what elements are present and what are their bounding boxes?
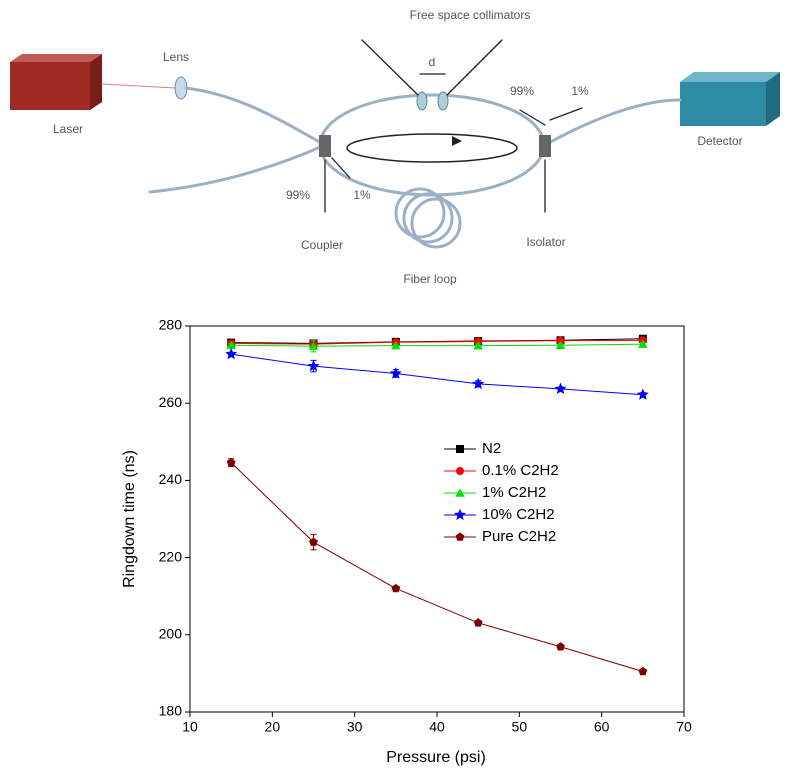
x-tick-label: 20 [265, 719, 281, 735]
laser-side [90, 54, 102, 110]
x-tick-label: 30 [347, 719, 363, 735]
circulation-head [452, 136, 462, 146]
label: Detector [697, 134, 742, 148]
marker [391, 368, 401, 377]
marker [455, 510, 465, 519]
arrow [447, 40, 502, 95]
series-line [231, 340, 643, 344]
label: 1% [353, 188, 371, 202]
setup-diagram: Free space collimators d Lens Laser 99% … [10, 8, 780, 286]
marker [557, 643, 565, 650]
x-tick-label: 40 [429, 719, 445, 735]
marker [639, 667, 647, 674]
y-axis-label: Ringdown time (ns) [121, 450, 138, 588]
label: Laser [53, 122, 83, 136]
x-tick-label: 70 [676, 719, 692, 735]
y-tick-label: 180 [159, 703, 183, 719]
laser-box [10, 62, 90, 110]
plot-frame [190, 326, 684, 712]
marker [309, 361, 319, 370]
legend-label: 0.1% C2H2 [482, 462, 559, 479]
arrow [362, 40, 418, 95]
series-line [231, 354, 643, 395]
label: Isolator [526, 235, 565, 249]
coupler [319, 135, 331, 157]
series-line [231, 463, 643, 672]
page: Free space collimators d Lens Laser 99% … [0, 0, 787, 774]
legend-label: N2 [482, 440, 501, 457]
x-axis-label: Pressure (psi) [386, 749, 486, 766]
y-tick-label: 240 [159, 471, 183, 487]
marker [556, 384, 566, 393]
x-tick-label: 50 [512, 719, 528, 735]
label: 99% [510, 84, 534, 98]
label: d [429, 55, 436, 69]
marker [392, 584, 400, 591]
input-fiber [186, 88, 325, 145]
label: 1% [571, 84, 589, 98]
legend-label: Pure C2H2 [482, 528, 556, 545]
fibers [150, 88, 680, 247]
y-tick-label: 220 [159, 548, 183, 564]
laser-top [10, 54, 102, 62]
marker [457, 446, 464, 453]
label: Fiber loop [403, 272, 457, 286]
laser-beam [102, 84, 176, 88]
label: Free space collimators [410, 8, 531, 22]
circulation-arrow [347, 134, 517, 162]
arrow [550, 108, 582, 120]
label: 99% [286, 188, 310, 202]
label: Coupler [301, 238, 343, 252]
y-tick-label: 280 [159, 317, 183, 333]
marker [227, 459, 235, 466]
x-tick-label: 10 [182, 719, 198, 735]
x-tick-label: 60 [594, 719, 610, 735]
y-tick-label: 260 [159, 394, 183, 410]
isolator [539, 135, 551, 157]
detector-box [680, 82, 766, 126]
output-fiber [150, 145, 325, 192]
marker [457, 468, 464, 475]
marker [473, 379, 483, 388]
detector-fiber [545, 100, 680, 145]
marker [456, 533, 464, 540]
fiber-ring [320, 95, 544, 195]
detector-top [680, 72, 780, 82]
marker [638, 390, 648, 399]
label: Lens [163, 50, 189, 64]
legend-label: 1% C2H2 [482, 484, 546, 501]
marker [474, 619, 482, 626]
figure: Free space collimators d Lens Laser 99% … [0, 0, 787, 774]
y-tick-label: 200 [159, 626, 183, 642]
legend-label: 10% C2H2 [482, 506, 555, 523]
marker [226, 349, 236, 358]
